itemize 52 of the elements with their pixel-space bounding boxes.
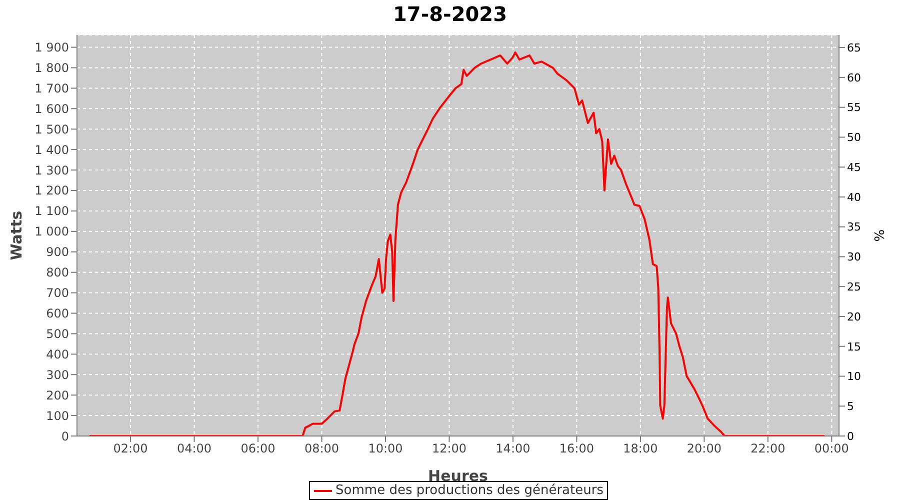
y-tick-label: 200 <box>46 388 69 402</box>
x-tick-label: 12:00 <box>432 442 467 456</box>
y2-tick-label: 25 <box>847 280 861 294</box>
y-tick-label: 500 <box>46 326 69 341</box>
y-tick-label: 1 600 <box>34 102 69 116</box>
y2-tick-label: 10 <box>847 370 861 384</box>
legend-label: Somme des productions des générateurs <box>336 483 604 498</box>
y-tick-label: 1 900 <box>34 40 69 55</box>
y2-tick-label: 65 <box>847 41 861 54</box>
y2-tick-label: 40 <box>847 190 861 204</box>
x-tick-label: 14:00 <box>496 442 530 456</box>
y-tick-label: 1 000 <box>34 224 69 239</box>
y-tick-label: 1 700 <box>34 81 69 96</box>
y-tick-label: 1 400 <box>34 142 69 157</box>
y-tick-label: 300 <box>46 368 69 382</box>
y2-tick-label: 35 <box>847 220 861 234</box>
y-axis-title: Watts <box>7 210 26 260</box>
y-tick-label: 1 500 <box>34 122 69 136</box>
y-tick-label: 1 200 <box>34 184 69 198</box>
x-tick-label: 22:00 <box>750 442 786 456</box>
y2-tick-label: 20 <box>847 310 861 324</box>
y2-tick-label: 55 <box>847 101 861 114</box>
y-tick-label: 1 800 <box>34 60 69 75</box>
x-tick-label: 00:00 <box>814 442 849 456</box>
x-tick-label: 04:00 <box>176 442 212 456</box>
y-tick-label: 1 300 <box>34 163 69 178</box>
x-tick-label: 06:00 <box>240 442 276 456</box>
x-tick-label: 08:00 <box>304 442 340 456</box>
line-series <box>88 51 826 436</box>
y-tick-label: 100 <box>46 408 69 423</box>
y-tick-label: 800 <box>46 266 69 280</box>
y-tick-label: 400 <box>46 347 69 362</box>
y2-tick-label: 30 <box>847 250 861 264</box>
y2-tick-label: 15 <box>847 340 861 354</box>
y2-tick-label: 5 <box>847 400 854 414</box>
chart-title: 17-8-2023 <box>392 2 508 26</box>
y-tick-label: 700 <box>46 286 69 300</box>
x-axis-title: Heures <box>428 467 488 485</box>
y-tick-label: 900 <box>46 245 69 260</box>
y2-axis-title: % <box>870 229 886 242</box>
y-tick-label: 1 100 <box>34 204 69 218</box>
y-tick-label: 0 <box>61 429 69 444</box>
x-tick-label: 20:00 <box>686 442 722 456</box>
x-tick-label: 10:00 <box>368 442 403 456</box>
x-tick-label: 16:00 <box>559 442 594 456</box>
y2-tick-label: 50 <box>847 131 861 144</box>
y-tick-label: 600 <box>46 306 69 321</box>
x-tick-label: 18:00 <box>623 442 658 456</box>
y2-tick-label: 0 <box>847 430 854 443</box>
y2-tick-label: 60 <box>847 71 861 84</box>
x-tick-label: 02:00 <box>113 442 148 456</box>
y2-tick-label: 45 <box>847 160 861 174</box>
